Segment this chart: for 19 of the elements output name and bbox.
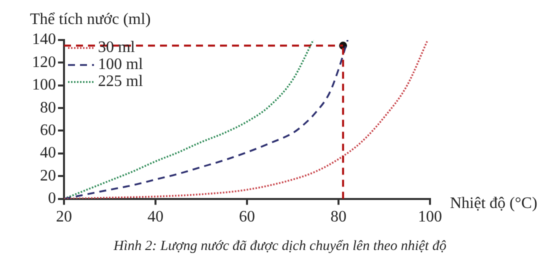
x-tick-label: 60 <box>239 208 255 226</box>
legend-label: 225 ml <box>98 73 144 90</box>
x-tick-label: 20 <box>56 208 72 226</box>
y-tick-label: 20 <box>40 167 56 184</box>
y-tick-label: 140 <box>32 31 56 48</box>
x-axis-title: Nhiệt độ (°C) <box>450 195 538 212</box>
legend-label: 30 ml <box>98 39 136 56</box>
text: Hình 2: Lượng nước đã được dịch chuyển lên theo nhiệt độ <box>112 239 446 254</box>
y-tick-label: 0 <box>48 190 56 208</box>
legend-label: 100 ml <box>98 56 144 74</box>
y-tick-label: 80 <box>40 99 56 116</box>
x-tick-label: 40 <box>148 208 164 226</box>
y-tick-label: 100 <box>32 76 56 94</box>
y-tick-label: 40 <box>40 144 56 162</box>
y-tick-label: 60 <box>40 122 56 139</box>
y-tick-label: 120 <box>32 54 56 71</box>
x-tick-label: 80 <box>330 208 346 226</box>
y-axis-title: Thể tích nước (ml) <box>30 11 151 28</box>
x-tick-label: 100 <box>418 208 442 226</box>
